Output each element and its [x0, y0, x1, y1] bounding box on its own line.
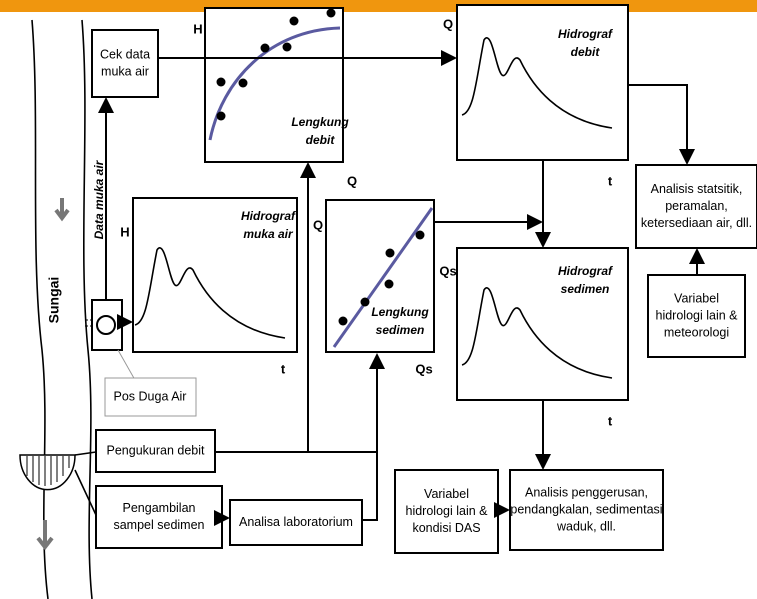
- y-axis-label: Q: [443, 16, 453, 31]
- header-bar: [0, 0, 757, 12]
- hidrograf_sedimen-chart: [456, 247, 629, 401]
- x-axis-label: Q: [347, 173, 357, 188]
- lengkung_sedimen-chart: [325, 199, 435, 353]
- x-axis-label: t: [281, 361, 286, 376]
- box-text: kondisi DAS: [412, 521, 480, 535]
- box-text: ketersediaan air, dll.: [641, 216, 752, 230]
- box-text: Variabel: [424, 487, 469, 501]
- analisa-lab-box: [229, 499, 363, 546]
- box-text: debit: [571, 45, 601, 59]
- hydrograph-curve: [461, 37, 613, 129]
- analisis-statistik-box: [635, 164, 757, 249]
- box-text: debit: [306, 133, 336, 147]
- dot: [216, 77, 226, 87]
- y-axis-label: H: [193, 21, 202, 36]
- pengukuran-debit-box: [95, 429, 216, 473]
- box-text: Lengkung: [291, 115, 349, 129]
- y-axis-label: H: [120, 224, 129, 239]
- lengkung_debit-chart: [204, 7, 344, 163]
- box-text: Hidrograf: [241, 209, 296, 223]
- dot: [289, 16, 299, 26]
- analisa-lab-box-label: Analisa laboratorium: [239, 515, 353, 529]
- flow-label: Data muka air: [92, 159, 106, 239]
- cek-data-box: [91, 29, 159, 98]
- box-text: pendangkalan, sedimentasi: [510, 502, 662, 516]
- box-text: sedimen: [561, 282, 610, 296]
- hydrograph-curve: [461, 287, 613, 379]
- callout: [104, 377, 197, 417]
- box-text: Hidrograf: [558, 264, 613, 278]
- box-text: Pengambilan: [123, 501, 196, 515]
- box-text: sedimen: [376, 323, 425, 337]
- dot: [338, 316, 348, 326]
- box-text: sampel sedimen: [113, 518, 204, 532]
- box-text: Hidrograf: [558, 27, 613, 41]
- box-text: Lengkung: [371, 305, 429, 319]
- box-text: Cek data: [100, 47, 150, 61]
- dot: [385, 248, 395, 258]
- pengukuran-debit-box-label: Pengukuran debit: [107, 443, 206, 457]
- dot: [360, 297, 370, 307]
- x-axis-label: Qs: [415, 361, 432, 376]
- box-text: peramalan,: [665, 199, 728, 213]
- hidrograf_muka_air-chart: [132, 197, 298, 353]
- river: [19, 19, 97, 599]
- dot: [238, 78, 248, 88]
- dot: [415, 230, 425, 240]
- dot: [260, 43, 270, 53]
- box-text: Analisis statsitik,: [651, 182, 743, 196]
- callout-label: Pos Duga Air: [114, 389, 187, 403]
- analisis-penggerusan-box: [509, 469, 664, 551]
- box-text: hidrologi lain &: [656, 308, 739, 322]
- pengambilan-box: [95, 485, 223, 549]
- y-axis-label: Q: [313, 217, 323, 232]
- dot: [326, 8, 336, 18]
- box-text: waduk, dll.: [556, 519, 616, 533]
- river-label: Sungai: [46, 277, 62, 324]
- hydrograph-curve: [134, 247, 286, 339]
- box-text: muka air: [243, 227, 294, 241]
- y-axis-label: Qs: [439, 263, 456, 278]
- dot: [216, 111, 226, 121]
- box-text: Variabel: [674, 291, 719, 305]
- x-axis-label: t: [608, 173, 613, 188]
- hidrograf_debit-chart: [456, 4, 629, 161]
- sediment-curve: [332, 207, 434, 348]
- x-axis-label: t: [608, 413, 613, 428]
- box-text: muka air: [101, 64, 149, 78]
- variabel-das-box: [394, 469, 499, 554]
- dot: [384, 279, 394, 289]
- rating-curve: [208, 26, 341, 141]
- box-text: hidrologi lain &: [406, 504, 489, 518]
- box-text: Analisis penggerusan,: [525, 485, 648, 499]
- variabel-meteorologi-box: [647, 274, 746, 358]
- dot: [282, 42, 292, 52]
- box-text: meteorologi: [664, 325, 729, 339]
